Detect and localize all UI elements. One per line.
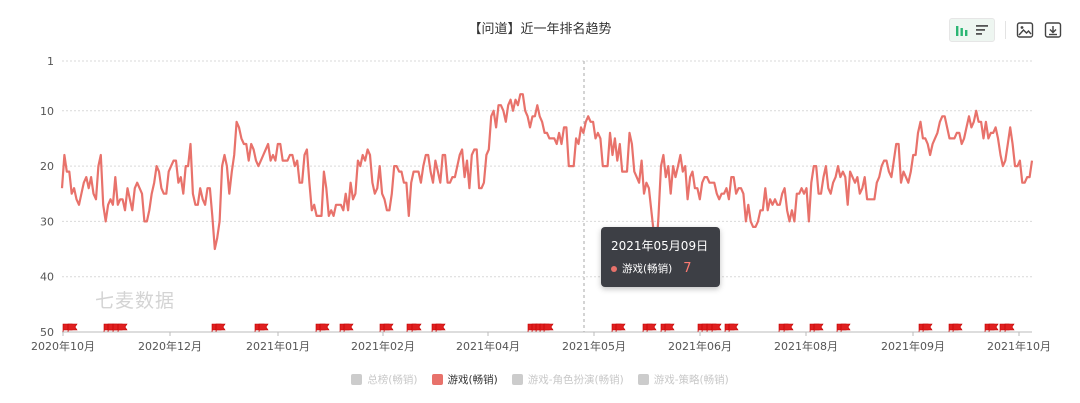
x-tick-label: 2020年10月 — [31, 339, 95, 353]
y-tick-label: 20 — [40, 160, 54, 173]
y-tick-label: 30 — [40, 215, 54, 228]
series-line-games — [60, 93, 1034, 256]
event-flag-icon — [988, 323, 999, 332]
event-flag-icon — [813, 323, 824, 332]
legend-label-strategy: 游戏-策略(畅销) — [653, 374, 729, 386]
y-tick-label: 40 — [40, 271, 54, 284]
legend-label-games: 游戏(畅销) — [447, 374, 498, 386]
event-flag-icon — [383, 323, 394, 332]
event-flag-icon — [646, 323, 657, 332]
event-flag-icon — [922, 323, 933, 332]
event-flag-icon — [664, 323, 675, 332]
x-tick-label: 2021年01月 — [246, 339, 310, 353]
x-tick-label: 2021年08月 — [774, 339, 838, 353]
event-flag-icon — [343, 323, 354, 332]
list-icon[interactable] — [974, 21, 990, 39]
x-tick-label: 2021年10月 — [987, 339, 1051, 353]
event-flag-icon — [117, 323, 128, 332]
legend-item-rpg[interactable]: 游戏-角色扮演(畅销) — [511, 372, 624, 387]
event-flag-icon — [783, 323, 794, 332]
legend-item-total[interactable]: 总榜(畅销) — [351, 372, 418, 387]
event-flag-icon — [258, 323, 269, 332]
legend-item-strategy[interactable]: 游戏-策略(畅销) — [637, 372, 729, 387]
event-flag-icon — [840, 323, 851, 332]
watermark-text: 七麦数据 — [95, 290, 176, 312]
event-flag-icon — [952, 323, 963, 332]
event-flag-icon — [711, 323, 722, 332]
x-tick-label: 2021年04月 — [456, 339, 520, 353]
y-tick-label: 50 — [40, 326, 54, 339]
toolbar-divider — [1005, 21, 1006, 39]
tooltip-row: 游戏(畅销) 7 — [611, 261, 691, 276]
x-tick-label: 2021年09月 — [881, 339, 945, 353]
tooltip-series-dot — [611, 265, 617, 272]
legend-swatch-games — [431, 374, 443, 385]
x-tick-label: 2021年05月 — [562, 339, 626, 353]
legend-swatch-total — [351, 374, 363, 385]
event-flag-icon — [411, 323, 422, 332]
x-tick-label: 2021年06月 — [668, 339, 732, 353]
event-flag-icon — [543, 323, 554, 332]
legend-label-rpg: 游戏-角色扮演(畅销) — [527, 374, 624, 386]
download-icon[interactable] — [1044, 21, 1062, 39]
legend-label-total: 总榜(畅销) — [367, 374, 418, 386]
chart-title: 【问道】近一年排名趋势 — [468, 22, 612, 37]
bar-chart-icon[interactable] — [954, 21, 970, 39]
chart-tooltip: 2021年05月09日 游戏(畅销) 7 — [601, 227, 720, 287]
event-flag-icon — [215, 323, 226, 332]
legend-swatch-strategy — [637, 374, 649, 385]
event-flag-icon — [1004, 323, 1015, 332]
chart-toolbar — [949, 18, 1062, 42]
legend-item-games[interactable]: 游戏(畅销) — [431, 372, 498, 387]
legend-swatch-rpg — [511, 374, 523, 385]
y-tick-label: 10 — [40, 105, 54, 118]
image-save-icon[interactable] — [1016, 21, 1034, 39]
x-tick-label: 2021年02月 — [351, 339, 415, 353]
event-flag-icon — [435, 323, 446, 332]
view-toggle — [949, 18, 995, 42]
event-flag-icon — [67, 323, 78, 332]
x-tick-label: 2020年12月 — [138, 339, 202, 353]
tooltip-series-name: 游戏(畅销) — [622, 263, 673, 275]
event-flag-icon — [615, 323, 626, 332]
tooltip-value: 7 — [683, 261, 692, 276]
event-flag-icon — [319, 323, 330, 332]
y-tick-label: 1 — [47, 55, 54, 68]
tooltip-date: 2021年05月09日 — [611, 239, 709, 253]
event-flag-icon — [728, 323, 739, 332]
chart-legend: 总榜(畅销) 游戏(畅销) 游戏-角色扮演(畅销) 游戏-策略(畅销) — [0, 372, 1080, 387]
